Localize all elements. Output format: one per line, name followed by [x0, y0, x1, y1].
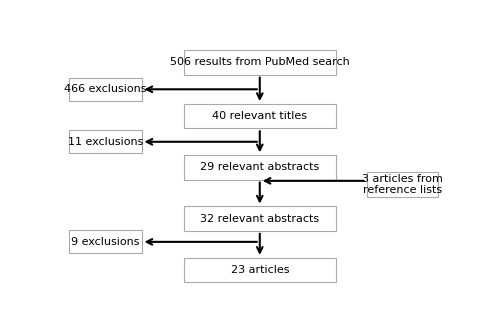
Text: 506 results from PubMed search: 506 results from PubMed search [170, 57, 350, 68]
Text: 9 exclusions: 9 exclusions [71, 237, 140, 247]
Text: 466 exclusions: 466 exclusions [64, 84, 147, 94]
Text: 32 relevant abstracts: 32 relevant abstracts [200, 214, 319, 224]
FancyBboxPatch shape [184, 104, 336, 128]
FancyBboxPatch shape [184, 206, 336, 231]
FancyBboxPatch shape [184, 155, 336, 180]
FancyBboxPatch shape [368, 172, 438, 197]
FancyBboxPatch shape [69, 230, 142, 254]
FancyBboxPatch shape [69, 78, 142, 101]
Text: 3 articles from
reference lists: 3 articles from reference lists [362, 174, 443, 195]
FancyBboxPatch shape [184, 258, 336, 282]
Text: 40 relevant titles: 40 relevant titles [212, 111, 308, 121]
Text: 23 articles: 23 articles [231, 265, 289, 275]
Text: 29 relevant abstracts: 29 relevant abstracts [200, 162, 319, 172]
FancyBboxPatch shape [69, 130, 142, 153]
FancyBboxPatch shape [184, 50, 336, 75]
Text: 11 exclusions: 11 exclusions [68, 137, 143, 147]
